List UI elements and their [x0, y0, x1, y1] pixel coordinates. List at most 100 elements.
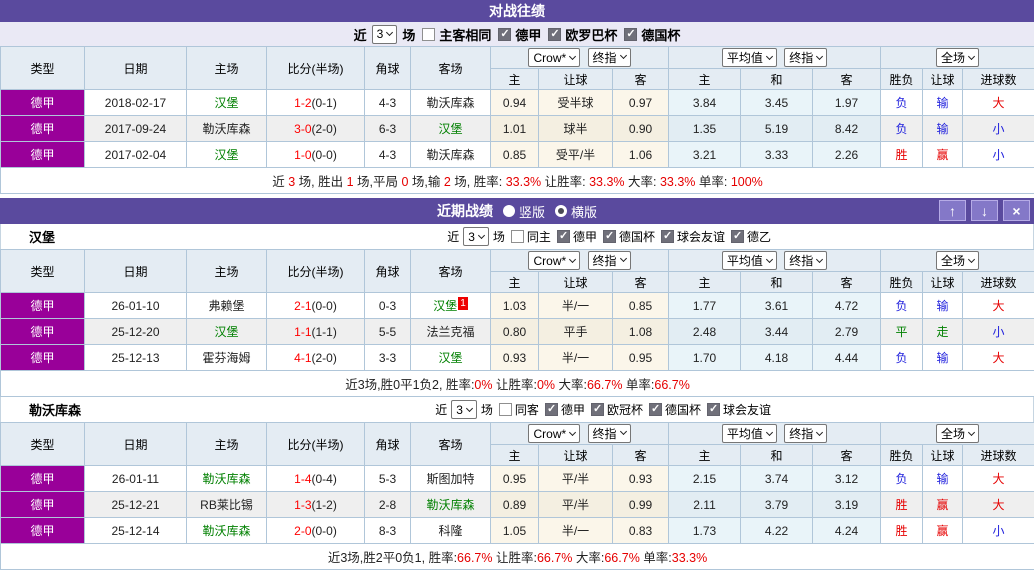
- league-checkbox[interactable]: [544, 402, 558, 416]
- layout-horizontal-option[interactable]: 横版: [555, 202, 597, 221]
- match-row: 德甲 25-12-21 RB莱比锡 1-3(1-2) 2-8 勒沃库森 0.89…: [0, 491, 1034, 518]
- away-odds: 0.99: [611, 491, 670, 518]
- same-away-checkbox[interactable]: [498, 403, 512, 416]
- result-handicap: 输: [922, 344, 964, 371]
- col-odds-home: 主: [490, 271, 539, 293]
- away-odds: 1.08: [611, 318, 670, 345]
- games-label: 场: [492, 230, 505, 244]
- corner-cell: 2-8: [364, 491, 411, 518]
- league-checkbox[interactable]: [624, 27, 638, 41]
- col-hc-result: 让球: [922, 271, 964, 293]
- date-cell: 25-12-21: [84, 491, 187, 518]
- odds-stage-select[interactable]: 终指: [587, 423, 631, 443]
- chevron-down-icon: [816, 428, 824, 436]
- near-count-select[interactable]: 3: [371, 24, 398, 44]
- avg-group-header: 平均值 终指: [668, 422, 882, 445]
- home-team: 汉堡: [186, 318, 267, 345]
- result-handicap: 输: [922, 292, 964, 319]
- hamburg-table: 类型 日期 主场 比分(半场) 角球 客场 Crow* 终指 平均值 终指 全场…: [0, 249, 1034, 397]
- avg-stage-select[interactable]: 终指: [784, 251, 828, 270]
- home-odds: 0.95: [490, 465, 539, 492]
- home-team: RB莱比锡: [186, 491, 267, 518]
- col-type: 类型: [0, 46, 85, 90]
- league-label: 德国杯: [664, 403, 701, 417]
- chevron-down-icon: [619, 428, 627, 436]
- odds-provider-select[interactable]: Crow*: [528, 48, 581, 68]
- away-odds: 0.85: [611, 292, 670, 319]
- same-away-label: 同客: [514, 403, 539, 417]
- leverkusen-filter-row: 勒沃库森 近 3 场 同客 德甲 欧冠杯 德国杯 球会友谊: [0, 397, 1034, 422]
- handicap: 球半: [538, 115, 613, 142]
- panel-controls: ↑ ↓ ×: [939, 200, 1030, 221]
- layout-vertical-option[interactable]: 竖版: [502, 202, 545, 221]
- away-team: 勒沃库森: [426, 96, 475, 110]
- away-team: 勒沃库森: [426, 498, 475, 512]
- avg-away: 3.19: [812, 491, 882, 518]
- odds-provider-select[interactable]: Crow*: [528, 424, 581, 444]
- date-cell: 25-12-14: [84, 517, 187, 544]
- move-down-button[interactable]: ↓: [971, 200, 998, 221]
- league-checkbox[interactable]: [602, 229, 616, 243]
- league-checkbox[interactable]: [548, 27, 562, 41]
- league-checkbox[interactable]: [590, 402, 604, 416]
- col-avg-draw: 和: [740, 68, 814, 90]
- radio-icon[interactable]: [555, 205, 567, 217]
- league-checkbox[interactable]: [660, 229, 674, 243]
- same-home-checkbox[interactable]: [510, 230, 524, 243]
- away-team: 汉堡: [433, 299, 458, 313]
- league-checkbox[interactable]: [556, 229, 570, 243]
- avg-home: 1.77: [668, 292, 742, 319]
- col-winlose: 胜负: [880, 68, 924, 90]
- corner-cell: 8-3: [364, 517, 411, 544]
- col-odds-home: 主: [490, 444, 539, 466]
- near-count-select[interactable]: 3: [463, 227, 489, 246]
- avg-home: 2.11: [668, 491, 742, 518]
- hamburg-summary: 近3场,胜0平1负2, 胜率:0% 让胜率:0% 大率:66.7% 单率:66.…: [0, 370, 1034, 397]
- scope-select[interactable]: 全场: [936, 251, 980, 270]
- avg-select[interactable]: 平均值: [721, 424, 777, 443]
- close-button[interactable]: ×: [1003, 200, 1030, 221]
- col-date: 日期: [84, 422, 187, 466]
- scope-select[interactable]: 全场: [936, 424, 980, 443]
- match-row: 德甲 25-12-20 汉堡 1-1(1-1) 5-5 法兰克福 0.80 平手…: [0, 318, 1034, 345]
- result-goals: 大: [962, 465, 1034, 492]
- away-team-cell: 勒沃库森: [410, 141, 491, 168]
- league-checkbox[interactable]: [706, 402, 720, 416]
- avg-draw: 3.45: [740, 89, 814, 116]
- chevron-down-icon: [816, 255, 824, 263]
- chevron-down-icon: [968, 52, 976, 60]
- radio-icon[interactable]: [502, 205, 515, 217]
- same-venue-checkbox[interactable]: [422, 27, 436, 41]
- away-team: 法兰克福: [426, 325, 475, 339]
- h2h-summary: 近 3 场, 胜出 1 场,平局 0 场,输 2 场, 胜率: 33.3% 让胜…: [0, 167, 1034, 194]
- chevron-down-icon: [619, 52, 627, 60]
- avg-select[interactable]: 平均值: [721, 48, 777, 67]
- h2h-filter-row: 近 3 场 主客相同 德甲 欧罗巴杯 德国杯: [0, 22, 1034, 46]
- league-checkbox[interactable]: [648, 402, 662, 416]
- match-row: 德甲 2017-02-04 汉堡 1-0(0-0) 4-3 勒沃库森 0.85 …: [0, 141, 1034, 168]
- odds-provider-select[interactable]: Crow*: [528, 251, 581, 271]
- avg-stage-select[interactable]: 终指: [784, 424, 828, 443]
- chevron-down-icon: [465, 404, 473, 412]
- home-odds: 0.94: [490, 89, 539, 116]
- odds-stage-select[interactable]: 终指: [587, 250, 631, 270]
- avg-home: 2.15: [668, 465, 742, 492]
- result-winlose: 负: [880, 292, 924, 319]
- league-checkbox[interactable]: [730, 229, 744, 243]
- col-handicap: 让球: [538, 271, 613, 293]
- result-handicap: 输: [922, 89, 964, 116]
- col-away: 客场: [410, 46, 491, 90]
- date-cell: 25-12-20: [84, 318, 187, 345]
- league-checkbox[interactable]: [498, 27, 512, 41]
- scope-select[interactable]: 全场: [936, 48, 980, 67]
- match-row: 德甲 26-01-11 勒沃库森 1-4(0-4) 5-3 斯图加特 0.95 …: [0, 465, 1034, 492]
- avg-stage-select[interactable]: 终指: [784, 48, 828, 67]
- avg-select[interactable]: 平均值: [721, 251, 777, 270]
- home-odds: 1.05: [490, 517, 539, 544]
- near-count-select[interactable]: 3: [451, 400, 477, 419]
- league-cell: 德甲: [0, 491, 85, 518]
- result-handicap: 输: [922, 465, 964, 492]
- odds-stage-select[interactable]: 终指: [587, 47, 631, 67]
- home-odds: 0.80: [490, 318, 539, 345]
- move-up-button[interactable]: ↑: [939, 200, 966, 221]
